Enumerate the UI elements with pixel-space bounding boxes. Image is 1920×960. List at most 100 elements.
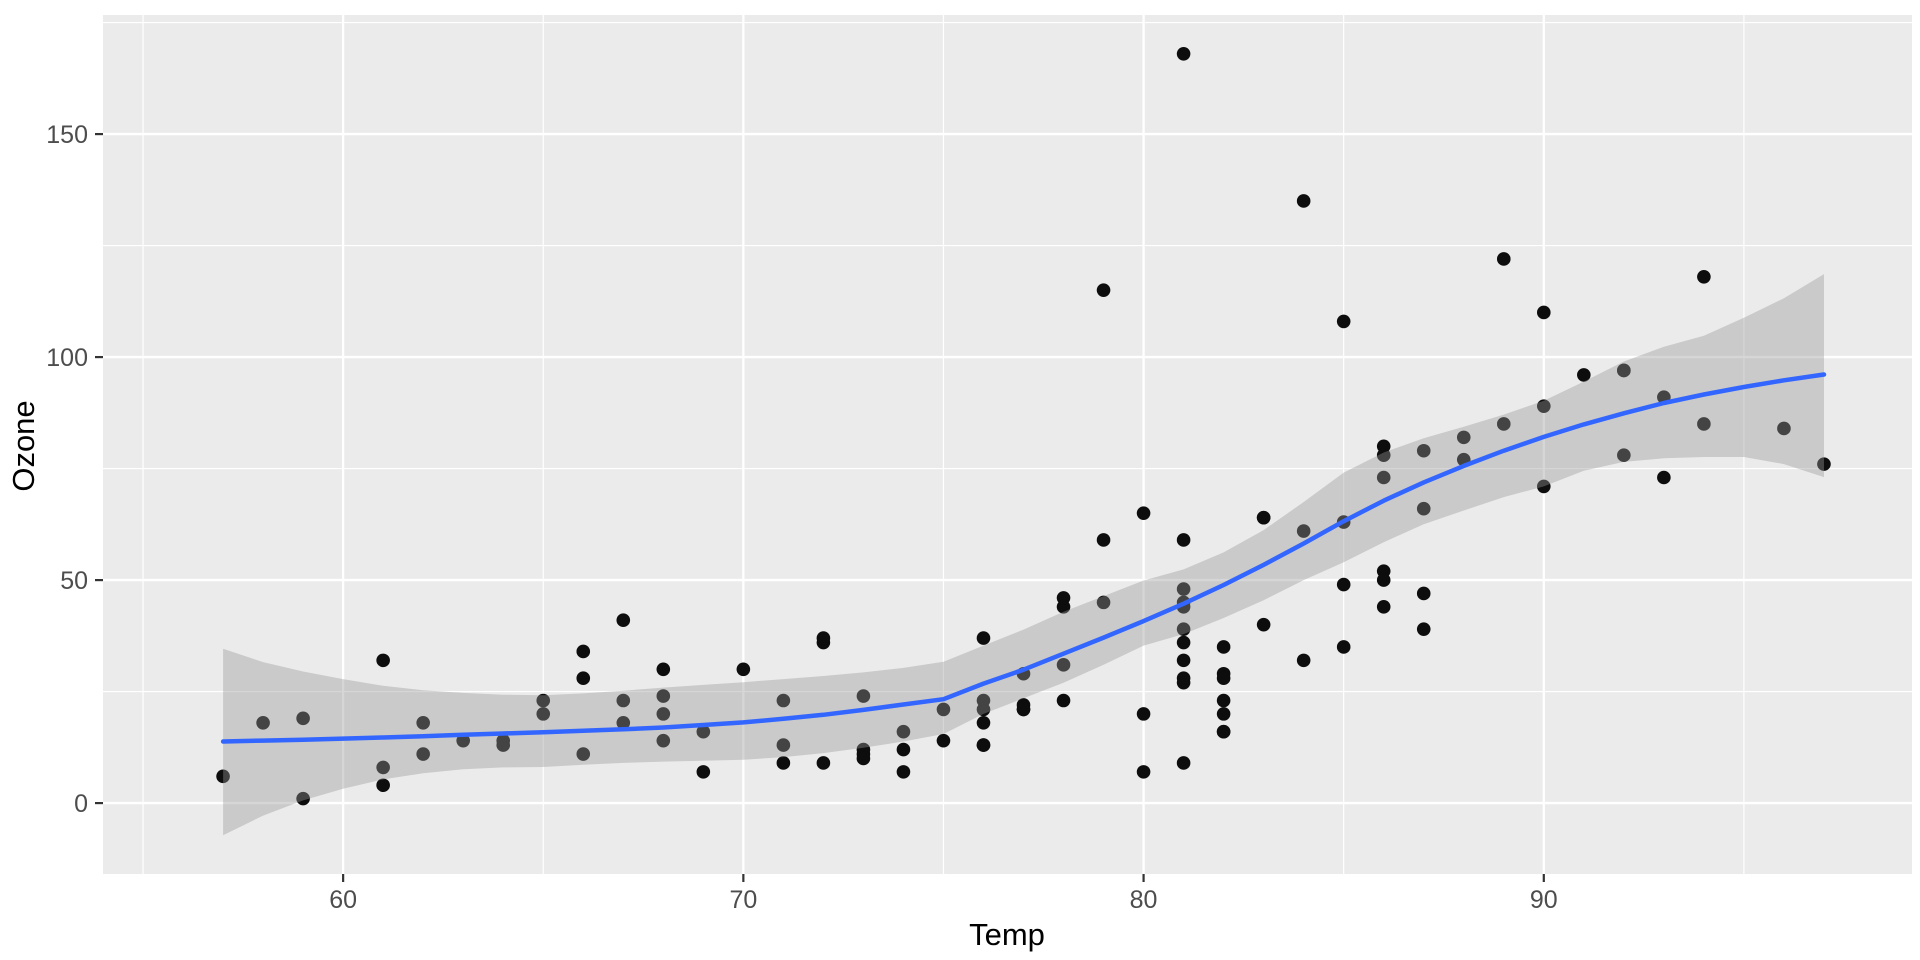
data-point (576, 671, 591, 686)
data-point (1536, 399, 1551, 413)
data-point (416, 716, 430, 730)
data-point (1176, 582, 1191, 596)
data-point (1376, 573, 1391, 587)
x-axis-title: Temp (969, 917, 1045, 952)
data-point (1176, 47, 1191, 61)
data-point (1256, 617, 1271, 632)
data-point (1216, 693, 1231, 708)
data-point (856, 689, 871, 703)
x-tick-label: 60 (329, 886, 357, 914)
y-tick-label: 0 (74, 790, 88, 818)
data-point (1777, 421, 1791, 436)
data-point (1216, 640, 1231, 654)
data-point (1296, 653, 1311, 668)
data-point (416, 747, 430, 761)
data-point (1416, 501, 1431, 516)
data-point (1056, 693, 1071, 708)
x-tick-label: 70 (729, 886, 757, 914)
data-point (1176, 756, 1191, 770)
data-point (1136, 506, 1151, 520)
data-point (216, 769, 230, 784)
data-point (1176, 653, 1191, 668)
data-point (1336, 577, 1351, 592)
data-point (1657, 470, 1671, 485)
data-point (776, 693, 791, 708)
y-axis-tick-labels: 0 50 100 150 (46, 121, 88, 818)
data-point (1416, 622, 1431, 636)
data-point (376, 760, 390, 775)
data-point (1176, 622, 1191, 636)
data-point (1136, 765, 1151, 779)
data-point (616, 693, 631, 708)
data-point (656, 707, 671, 721)
data-point (1536, 479, 1551, 494)
data-point (696, 765, 711, 779)
minor-gridlines (103, 15, 1912, 874)
data-point (1416, 586, 1431, 601)
data-point (536, 707, 551, 721)
data-point (856, 751, 871, 766)
x-axis-tick-labels: 60 70 80 90 (329, 886, 1557, 914)
data-point (1056, 658, 1071, 672)
data-point (976, 716, 991, 730)
data-point (256, 716, 270, 730)
data-point (616, 716, 631, 730)
x-tick-label: 90 (1530, 886, 1558, 914)
data-point (1456, 430, 1471, 445)
data-point (376, 778, 390, 793)
y-tick-label: 150 (46, 121, 88, 149)
data-point (1336, 640, 1351, 654)
confidence-ribbon (223, 274, 1825, 836)
loess-smooth-line (220, 372, 1827, 744)
data-point (576, 747, 591, 761)
data-point (1216, 671, 1231, 686)
data-point (576, 644, 591, 659)
data-point (1817, 457, 1831, 471)
data-point (1096, 595, 1111, 610)
data-point (656, 689, 671, 703)
data-point (1376, 600, 1391, 614)
data-point (1256, 510, 1271, 525)
data-point (776, 738, 791, 752)
data-point (1496, 252, 1511, 266)
data-point (376, 653, 390, 668)
data-point (1176, 533, 1191, 547)
data-point (976, 702, 991, 717)
data-point (1096, 283, 1111, 297)
x-tick-label: 80 (1130, 886, 1158, 914)
data-point (976, 631, 991, 645)
data-point (1376, 448, 1391, 463)
data-point (1336, 314, 1351, 329)
data-point (1216, 707, 1231, 721)
data-point (696, 724, 711, 739)
x-axis-tick-marks (342, 874, 1545, 882)
panel-background (103, 15, 1912, 874)
data-point (1496, 417, 1511, 431)
data-point (1056, 591, 1071, 605)
data-point (776, 756, 791, 770)
data-point (736, 662, 751, 677)
major-gridlines (103, 15, 1912, 874)
data-point (656, 733, 671, 748)
y-axis-tick-marks (95, 132, 103, 805)
data-point (296, 711, 310, 726)
data-point (1697, 417, 1711, 431)
data-point (1416, 443, 1431, 458)
data-point (896, 742, 911, 757)
data-point (656, 662, 671, 677)
data-point (1016, 702, 1031, 717)
data-point (456, 733, 470, 748)
data-point (1617, 448, 1631, 463)
y-tick-label: 50 (60, 567, 88, 595)
data-point (1176, 635, 1191, 650)
data-point (816, 756, 831, 770)
data-point (1096, 533, 1111, 547)
y-axis-title: Ozone (6, 400, 41, 491)
data-point (1577, 368, 1591, 382)
data-point (1296, 194, 1311, 208)
data-point (1617, 363, 1631, 378)
data-point (816, 631, 831, 645)
data-point (536, 693, 551, 708)
data-point (896, 765, 911, 779)
